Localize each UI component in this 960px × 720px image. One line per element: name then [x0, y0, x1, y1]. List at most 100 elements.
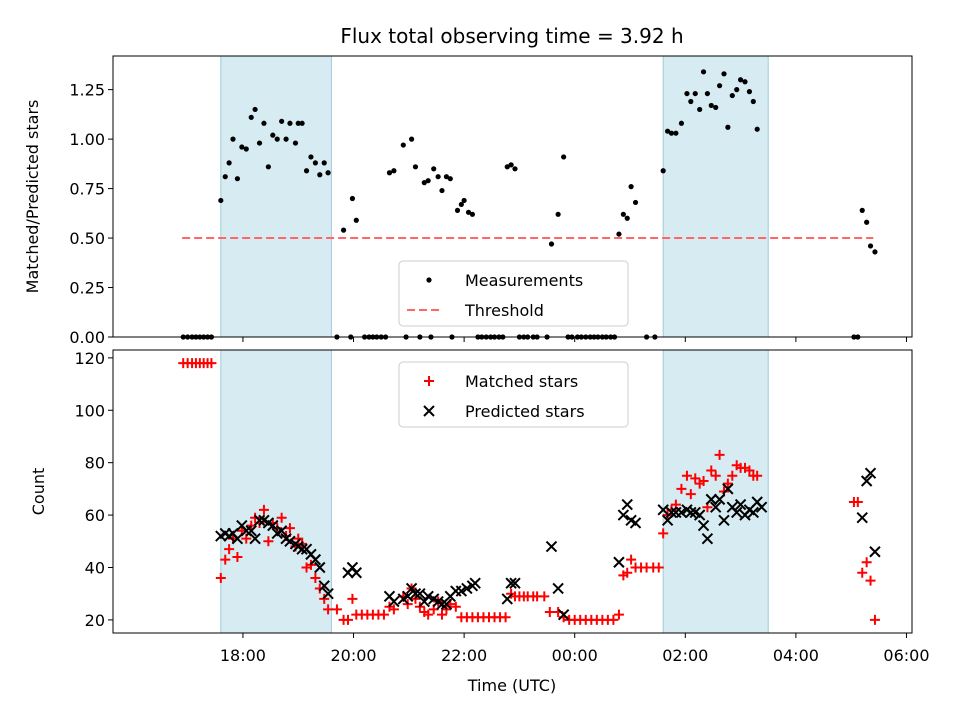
y-tick-label: 0.50	[69, 229, 105, 248]
data-point	[557, 608, 570, 621]
data-point	[454, 207, 461, 213]
data-point	[512, 166, 518, 172]
data-point	[665, 128, 671, 134]
data-point	[665, 506, 678, 519]
data-point	[608, 614, 619, 625]
data-point	[673, 130, 679, 136]
data-point	[414, 587, 426, 600]
x-axis-title: Time (UTC)	[467, 676, 556, 695]
chart-title: Flux total observing time = 3.92 h	[340, 24, 683, 48]
data-point	[465, 209, 472, 215]
shaded-interval-1-0	[220, 349, 332, 634]
data-point	[729, 92, 735, 99]
data-point	[312, 160, 318, 166]
data-point	[469, 211, 476, 217]
data-point	[860, 475, 873, 487]
data-point	[685, 506, 697, 519]
data-point	[613, 609, 624, 620]
data-point	[215, 572, 226, 583]
data-point	[299, 120, 305, 126]
data-point	[744, 465, 755, 476]
data-point	[675, 506, 688, 519]
data-point	[232, 552, 243, 563]
data-point	[713, 493, 726, 506]
data-point	[657, 504, 669, 516]
data-point	[314, 561, 326, 574]
data-point	[272, 523, 283, 534]
data-point	[317, 172, 323, 178]
data-point	[857, 567, 868, 578]
data-point	[700, 69, 707, 75]
data-point	[660, 168, 666, 174]
data-point	[621, 498, 633, 511]
data-point	[274, 136, 280, 142]
data-point	[721, 71, 727, 77]
legend-marker	[426, 277, 432, 283]
data-point	[276, 512, 287, 523]
data-point	[690, 473, 701, 484]
data-point	[409, 587, 422, 600]
data-point	[408, 136, 415, 142]
data-point	[727, 470, 738, 481]
data-point	[275, 525, 288, 537]
data-point	[714, 449, 725, 460]
data-point	[622, 567, 633, 578]
y-axis-title: Matched/Predicted stars	[23, 100, 42, 294]
data-point	[555, 211, 561, 217]
x-tick-label: 20:00	[330, 646, 376, 665]
data-point	[343, 614, 353, 625]
data-point	[303, 168, 310, 174]
data-point	[249, 532, 261, 545]
y-tick-label: 0.75	[69, 180, 105, 199]
data-point	[248, 114, 254, 120]
data-point	[624, 215, 630, 221]
data-point	[869, 546, 881, 558]
data-point	[287, 120, 293, 126]
data-point	[458, 201, 464, 208]
data-point	[263, 536, 274, 547]
data-point	[709, 501, 722, 513]
data-point	[742, 79, 748, 85]
data-point	[861, 557, 872, 568]
data-point	[629, 517, 642, 529]
data-point	[323, 604, 334, 615]
data-point	[725, 124, 731, 130]
count-panel: 20 40 60 80 100 120 18:00 20:00 22:00 00:00 02:00 0…	[29, 349, 930, 665]
data-point	[653, 562, 664, 573]
data-point	[284, 523, 295, 534]
data-point	[692, 90, 698, 97]
data-point	[388, 595, 400, 608]
data-point	[310, 572, 321, 583]
data-point	[852, 496, 863, 507]
data-point	[350, 567, 363, 579]
data-point	[561, 154, 567, 160]
shaded-interval-0-1	[662, 55, 769, 338]
data-point	[314, 583, 325, 594]
data-point	[308, 154, 314, 160]
data-point	[752, 470, 763, 481]
data-point	[705, 493, 717, 506]
data-point	[678, 120, 685, 126]
x-tick-label: 02:00	[662, 646, 708, 665]
data-point	[252, 106, 258, 113]
data-point	[704, 90, 711, 97]
data-point	[265, 164, 271, 170]
data-point	[500, 612, 511, 623]
data-point	[231, 532, 244, 545]
x-tick-label: 22:00	[441, 646, 487, 665]
data-point	[455, 585, 468, 597]
legend-marker	[423, 405, 435, 417]
data-point	[716, 83, 723, 89]
data-point	[423, 609, 434, 620]
y-tick-label: 0.25	[69, 279, 105, 298]
data-point	[347, 593, 358, 604]
data-point	[431, 166, 437, 172]
data-point	[234, 176, 241, 182]
data-point	[226, 160, 232, 166]
data-point	[859, 207, 865, 213]
legend-label: Predicted stars	[465, 402, 585, 421]
data-point	[443, 174, 450, 180]
legend-marker	[424, 376, 434, 386]
data-point	[706, 465, 717, 476]
legend-label: Matched stars	[465, 372, 578, 391]
